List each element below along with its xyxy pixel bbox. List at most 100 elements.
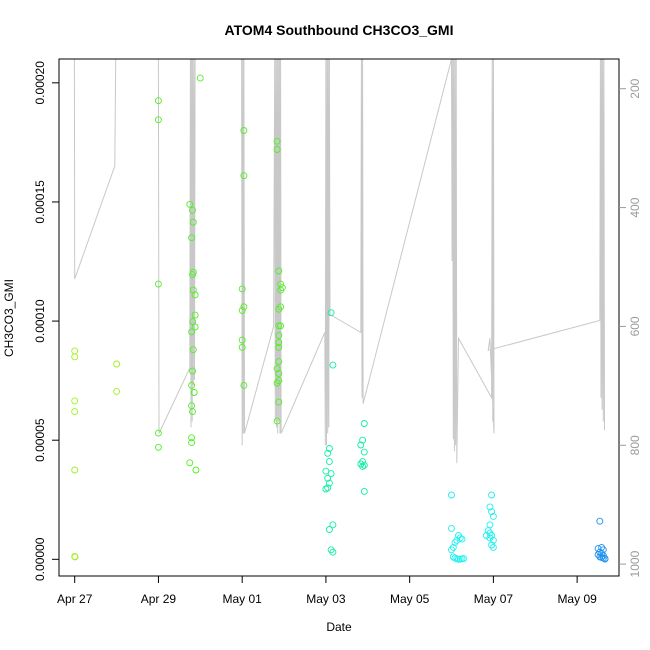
data-point — [329, 521, 337, 529]
data-point — [325, 445, 333, 452]
data-point — [324, 484, 332, 492]
data-point — [329, 361, 337, 369]
data-point — [275, 370, 283, 377]
data-point — [113, 387, 121, 395]
data-point — [196, 74, 204, 82]
y-tick-label: 0.00015 — [33, 180, 47, 224]
data-point — [240, 381, 248, 389]
data-point — [275, 343, 283, 351]
data-point — [329, 548, 337, 556]
data-point — [325, 479, 333, 487]
data-point — [113, 360, 121, 368]
data-point — [489, 512, 497, 520]
data-point — [240, 303, 248, 311]
data-point — [189, 408, 196, 416]
data-point — [482, 532, 490, 539]
data-point — [186, 459, 194, 467]
data-point — [238, 306, 246, 314]
data-point — [460, 555, 468, 563]
plot-frame — [58, 58, 620, 577]
data-point — [189, 286, 197, 294]
data-point — [191, 311, 199, 319]
data-point — [192, 466, 200, 474]
data-point — [189, 346, 197, 354]
data-point — [273, 146, 281, 153]
data-point — [325, 458, 333, 466]
data-point — [275, 358, 283, 366]
data-point — [275, 305, 283, 313]
data-point — [275, 267, 283, 275]
data-point — [71, 408, 79, 416]
data-point — [458, 535, 466, 543]
data-point — [324, 474, 332, 482]
data-point — [601, 555, 609, 563]
x-tick-label: May 03 — [306, 592, 346, 606]
right-tick-label: 800 — [628, 435, 642, 455]
right-tick-label: 400 — [628, 197, 642, 217]
data-point — [486, 521, 494, 529]
y-axis-label: CH3CO3_GMI — [2, 279, 16, 357]
pressure-line — [73, 58, 605, 464]
data-point — [357, 441, 365, 449]
data-point — [275, 322, 283, 330]
x-axis: Apr 27 Apr 29 May 01 May 03 May 05 May 07 May … — [57, 575, 597, 606]
y-axis: 0.00000 0.00005 0.00010 0.00015 0.00020 — [33, 61, 59, 581]
data-point — [238, 336, 246, 344]
data-point — [275, 339, 283, 346]
y-tick-label: 0.00000 — [33, 537, 47, 581]
data-point — [360, 461, 368, 469]
data-point — [273, 137, 281, 145]
data-point — [273, 379, 281, 387]
data-point — [186, 200, 194, 208]
data-point — [486, 503, 494, 511]
data-point — [190, 389, 198, 396]
y-tick-label: 0.00005 — [33, 418, 47, 462]
data-point — [154, 116, 162, 124]
data-point — [240, 127, 248, 134]
data-point — [448, 524, 455, 532]
data-point — [189, 367, 196, 375]
data-point — [359, 462, 367, 470]
data-point — [448, 491, 455, 499]
data-point — [154, 97, 162, 105]
data-point — [360, 487, 368, 495]
x-tick-label: May 09 — [557, 592, 597, 606]
data-point — [188, 434, 196, 442]
data-point — [360, 448, 368, 456]
x-tick-label: Apr 27 — [57, 592, 93, 606]
chart-title: ATOM4 Southbound CH3CO3_GMI — [225, 22, 454, 38]
data-point — [451, 539, 459, 547]
data-point — [273, 365, 281, 373]
data-point — [71, 397, 79, 405]
data-point — [277, 286, 285, 294]
data-point — [189, 271, 196, 279]
data-point — [359, 436, 367, 444]
data-point — [71, 553, 79, 561]
data-point — [275, 331, 283, 339]
data-point — [324, 449, 332, 457]
x-tick-label: May 05 — [390, 592, 430, 606]
right-axis: 200 400 600 800 1000 — [619, 78, 642, 577]
data-point — [275, 398, 283, 406]
data-points — [71, 74, 609, 563]
data-point — [238, 343, 246, 351]
y-tick-label: 0.00010 — [33, 299, 47, 343]
data-point — [277, 322, 285, 330]
data-point — [238, 285, 246, 293]
data-point — [189, 218, 197, 226]
x-tick-label: Apr 29 — [141, 592, 177, 606]
data-point — [489, 543, 497, 551]
data-point — [360, 420, 368, 427]
data-point — [486, 534, 494, 542]
data-point — [154, 429, 162, 437]
data-point — [327, 470, 335, 478]
data-point — [188, 439, 196, 447]
pressure-track — [73, 58, 605, 464]
data-point — [488, 491, 496, 499]
data-point — [191, 323, 199, 331]
data-point — [453, 536, 461, 544]
data-point — [327, 309, 335, 317]
data-point — [325, 526, 333, 533]
data-point — [448, 546, 455, 554]
